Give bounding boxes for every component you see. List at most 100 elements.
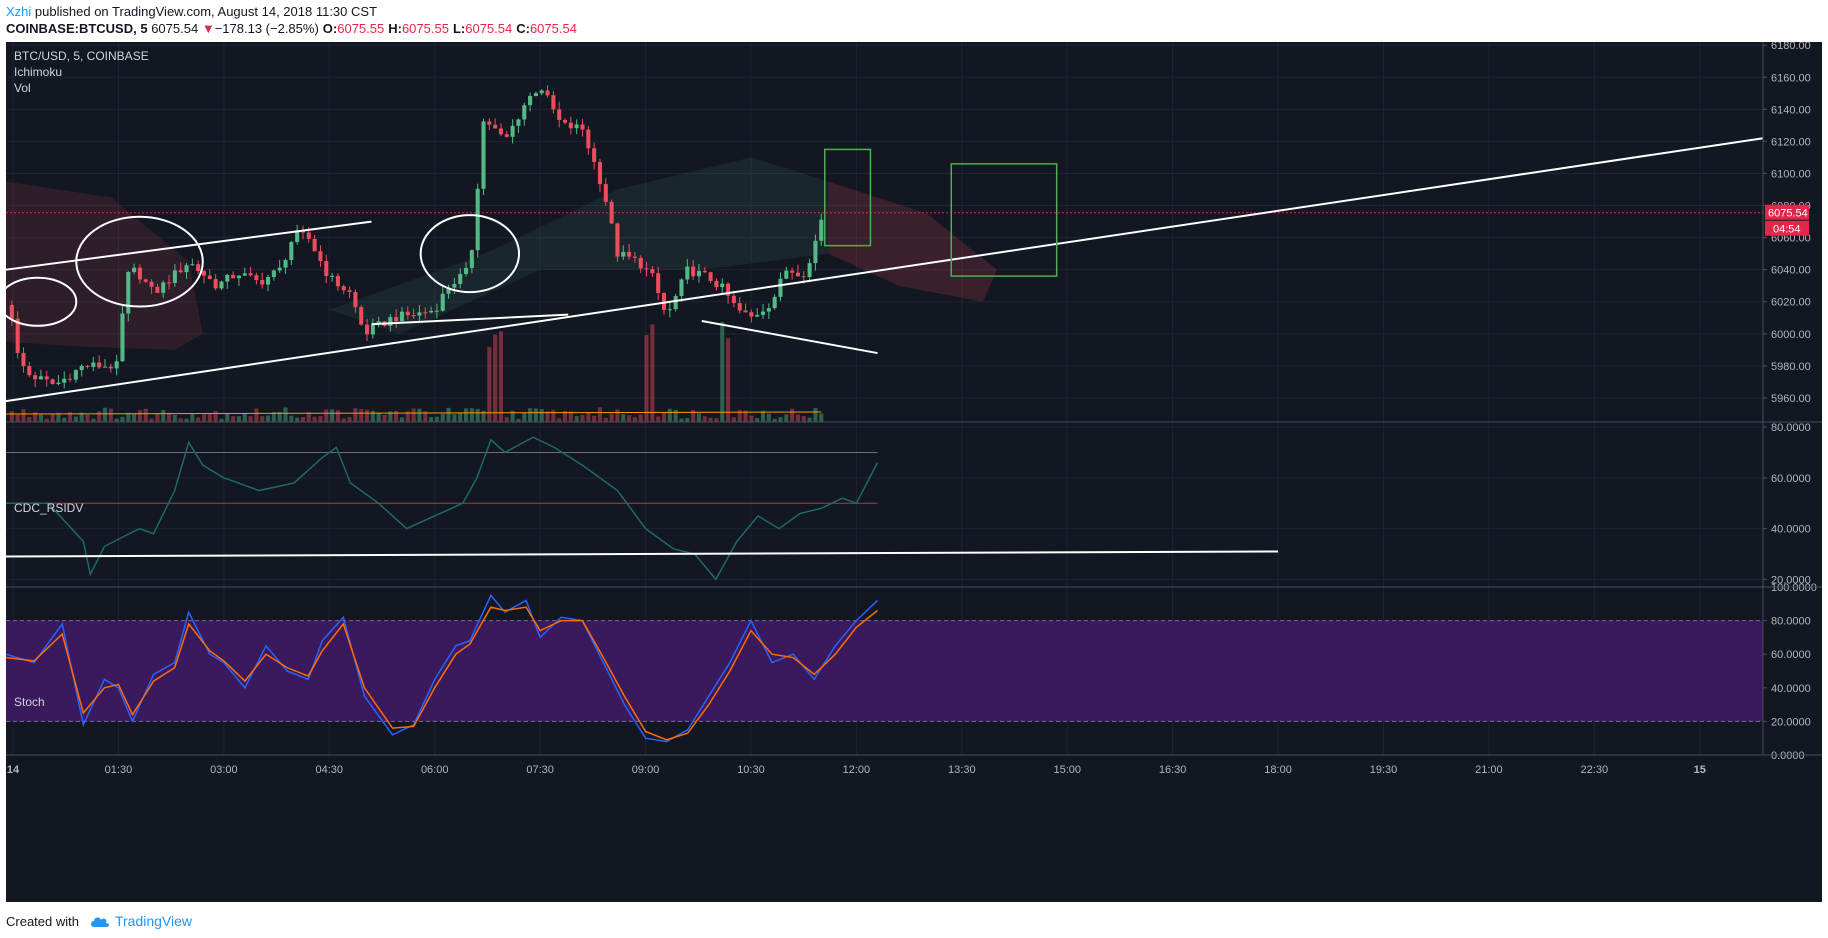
x-tick-label: 06:00 — [421, 764, 449, 776]
volume-bar — [481, 410, 486, 422]
candle-body — [283, 260, 288, 268]
volume-bar — [21, 409, 26, 422]
x-tick-label: 14 — [7, 764, 20, 776]
chart-canvas[interactable]: 14 01:30 03:00 04:30 06:00 07:30 09:00 10:30 12:… — [0, 42, 1828, 902]
chart-background — [6, 42, 1822, 902]
rsi-y-tick-label: 20.0000 — [1771, 574, 1811, 586]
volume-bar — [533, 408, 538, 422]
candle-body — [533, 93, 538, 96]
candle-body — [772, 296, 777, 309]
volume-bar — [691, 409, 696, 422]
volume-bar — [557, 418, 562, 422]
volume-bar — [172, 414, 177, 422]
candle-body — [714, 280, 719, 288]
volume-bar — [132, 413, 137, 422]
volume-bar — [609, 413, 614, 422]
target-box — [824, 148, 872, 247]
candle-body — [766, 308, 771, 312]
candle-body — [621, 251, 626, 257]
volume-bar — [760, 410, 766, 422]
trendline — [701, 320, 878, 355]
candle-body — [801, 276, 806, 278]
candle-body — [277, 267, 282, 271]
price-y-tick-label: 5960.00 — [1771, 393, 1811, 405]
volume-bar — [487, 346, 492, 422]
candle-body — [731, 295, 736, 304]
candle-body — [359, 307, 364, 325]
candle-body — [102, 366, 108, 368]
x-tick-label: 15 — [1694, 764, 1706, 776]
volume-bar — [423, 411, 428, 422]
high-value: 6075.55 — [401, 21, 449, 36]
volume-bar — [335, 410, 340, 422]
candle-body — [394, 317, 399, 322]
volume-bar — [603, 417, 608, 422]
candle-body — [609, 201, 614, 224]
x-tick-label: 15:00 — [1053, 764, 1081, 776]
candle-body — [551, 95, 556, 110]
candle-body — [370, 324, 375, 335]
volume-bar — [15, 414, 20, 422]
candle-body — [545, 90, 550, 96]
candle-body — [248, 273, 253, 276]
stoch-y-tick-label: 0.0000 — [1771, 750, 1805, 762]
candle-body — [644, 268, 649, 270]
volume-bar — [283, 407, 288, 422]
candle-body — [487, 121, 492, 125]
candle-body — [592, 148, 597, 162]
volume-bar — [685, 417, 690, 422]
volume-bar — [318, 416, 323, 422]
volume-bar — [324, 409, 329, 422]
volume-bar — [696, 413, 701, 422]
volume-bar — [126, 412, 131, 422]
author-link[interactable]: Xzhi — [6, 4, 32, 19]
volume-bar — [271, 411, 276, 422]
countdown-tag-text: 04:54 — [1773, 224, 1801, 236]
volume-bar — [242, 413, 247, 422]
hand-drawn-circle — [0, 276, 78, 327]
candle-body — [790, 270, 795, 273]
candle-body — [260, 279, 265, 285]
high-label: H: — [388, 21, 402, 36]
candle-body — [289, 242, 294, 261]
candle-body — [155, 286, 160, 293]
volume-bar — [440, 413, 445, 422]
volume-bar — [370, 410, 375, 422]
candle-body — [91, 362, 96, 367]
published-text: published on TradingView.com, August 14,… — [34, 4, 378, 19]
volume-bar — [207, 413, 212, 422]
candle-body — [434, 310, 439, 312]
volume-bar — [714, 418, 719, 422]
volume-bar — [97, 411, 102, 422]
tradingview-brand: TradingView — [114, 913, 193, 929]
price-pane-title: BTC/USD, 5, COINBASE — [14, 49, 149, 63]
candle-body — [79, 365, 84, 371]
candle-body — [504, 134, 509, 137]
candle-body — [784, 270, 789, 279]
volume-bar — [382, 414, 387, 422]
candle-body — [708, 272, 713, 281]
candle-body — [172, 270, 177, 283]
candle-body — [522, 105, 527, 120]
price-y-tick-label: 6020.00 — [1771, 297, 1811, 309]
candle-body — [365, 324, 370, 335]
target-box — [950, 163, 1058, 277]
candle-body — [679, 279, 684, 297]
tradingview-logo[interactable]: TradingView — [89, 913, 192, 929]
rsi-y-tick-label: 60.0000 — [1771, 473, 1811, 485]
volume-bar — [504, 417, 509, 422]
volume-bar — [38, 414, 43, 422]
volume-bar — [353, 408, 358, 422]
candle-body — [469, 250, 474, 268]
candle-body — [213, 279, 218, 289]
price-y-tick-label: 6180.00 — [1771, 42, 1811, 52]
candle-body — [97, 362, 102, 368]
volume-bar — [801, 416, 806, 422]
stoch-k-line — [5, 594, 878, 743]
volume-bar — [62, 417, 67, 422]
volume-bar — [91, 418, 96, 422]
volume-bar — [137, 410, 142, 422]
volume-bar — [225, 413, 230, 422]
candle-body — [347, 290, 352, 292]
volume-bar — [580, 414, 585, 422]
